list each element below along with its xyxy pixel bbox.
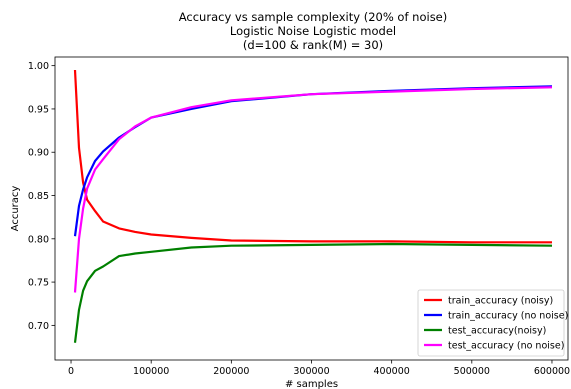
y-axis: 0.70 0.75 0.80 0.85 0.90 0.95 1.00 [28, 61, 55, 332]
y-axis-label: Accuracy [10, 186, 21, 232]
series-line-4 [73, 86, 553, 293]
chart-title: Accuracy vs sample complexity (20% of no… [179, 10, 448, 52]
y-tick-label: 0.95 [28, 104, 49, 115]
series-line-3 [73, 242, 553, 343]
x-tick-label: 500000 [454, 366, 490, 377]
legend: train_accuracy (noisy) train_accuracy (no… [417, 289, 568, 357]
y-tick-label: 1.00 [28, 61, 49, 72]
y-tick-label: 0.75 [28, 278, 49, 289]
legend-entry-label: test_accuracy(noisy) [448, 326, 546, 337]
series-line-2 [73, 85, 553, 237]
x-tick-label: 0 [68, 366, 74, 377]
x-axis: 0 100000 200000 300000 400000 500000 600000 [68, 360, 570, 377]
x-tick-label: 300000 [293, 366, 329, 377]
legend-entry-label: train_accuracy (no noise) [448, 311, 568, 322]
legend-entry-label: test_accuracy (no noise) [448, 341, 564, 352]
legend-entry-label: train_accuracy (noisy) [448, 296, 553, 307]
y-tick-label: 0.90 [28, 148, 49, 159]
x-tick-label: 100000 [133, 366, 169, 377]
chart-title-line-3: (d=100 & rank(M) = 30) [243, 38, 383, 52]
series-lines [73, 69, 553, 343]
x-tick-label: 400000 [374, 366, 410, 377]
y-tick-label: 0.70 [28, 321, 49, 332]
x-tick-label: 200000 [213, 366, 249, 377]
legend-box [417, 289, 565, 357]
y-tick-label: 0.80 [28, 234, 49, 245]
x-axis-label: # samples [285, 379, 338, 389]
chart-title-line-2: Logistic Noise Logistic model [230, 24, 396, 38]
y-tick-label: 0.85 [28, 191, 49, 202]
chart-title-line-1: Accuracy vs sample complexity (20% of no… [179, 10, 448, 24]
series-line-1 [73, 69, 552, 244]
x-tick-label: 600000 [534, 366, 570, 377]
